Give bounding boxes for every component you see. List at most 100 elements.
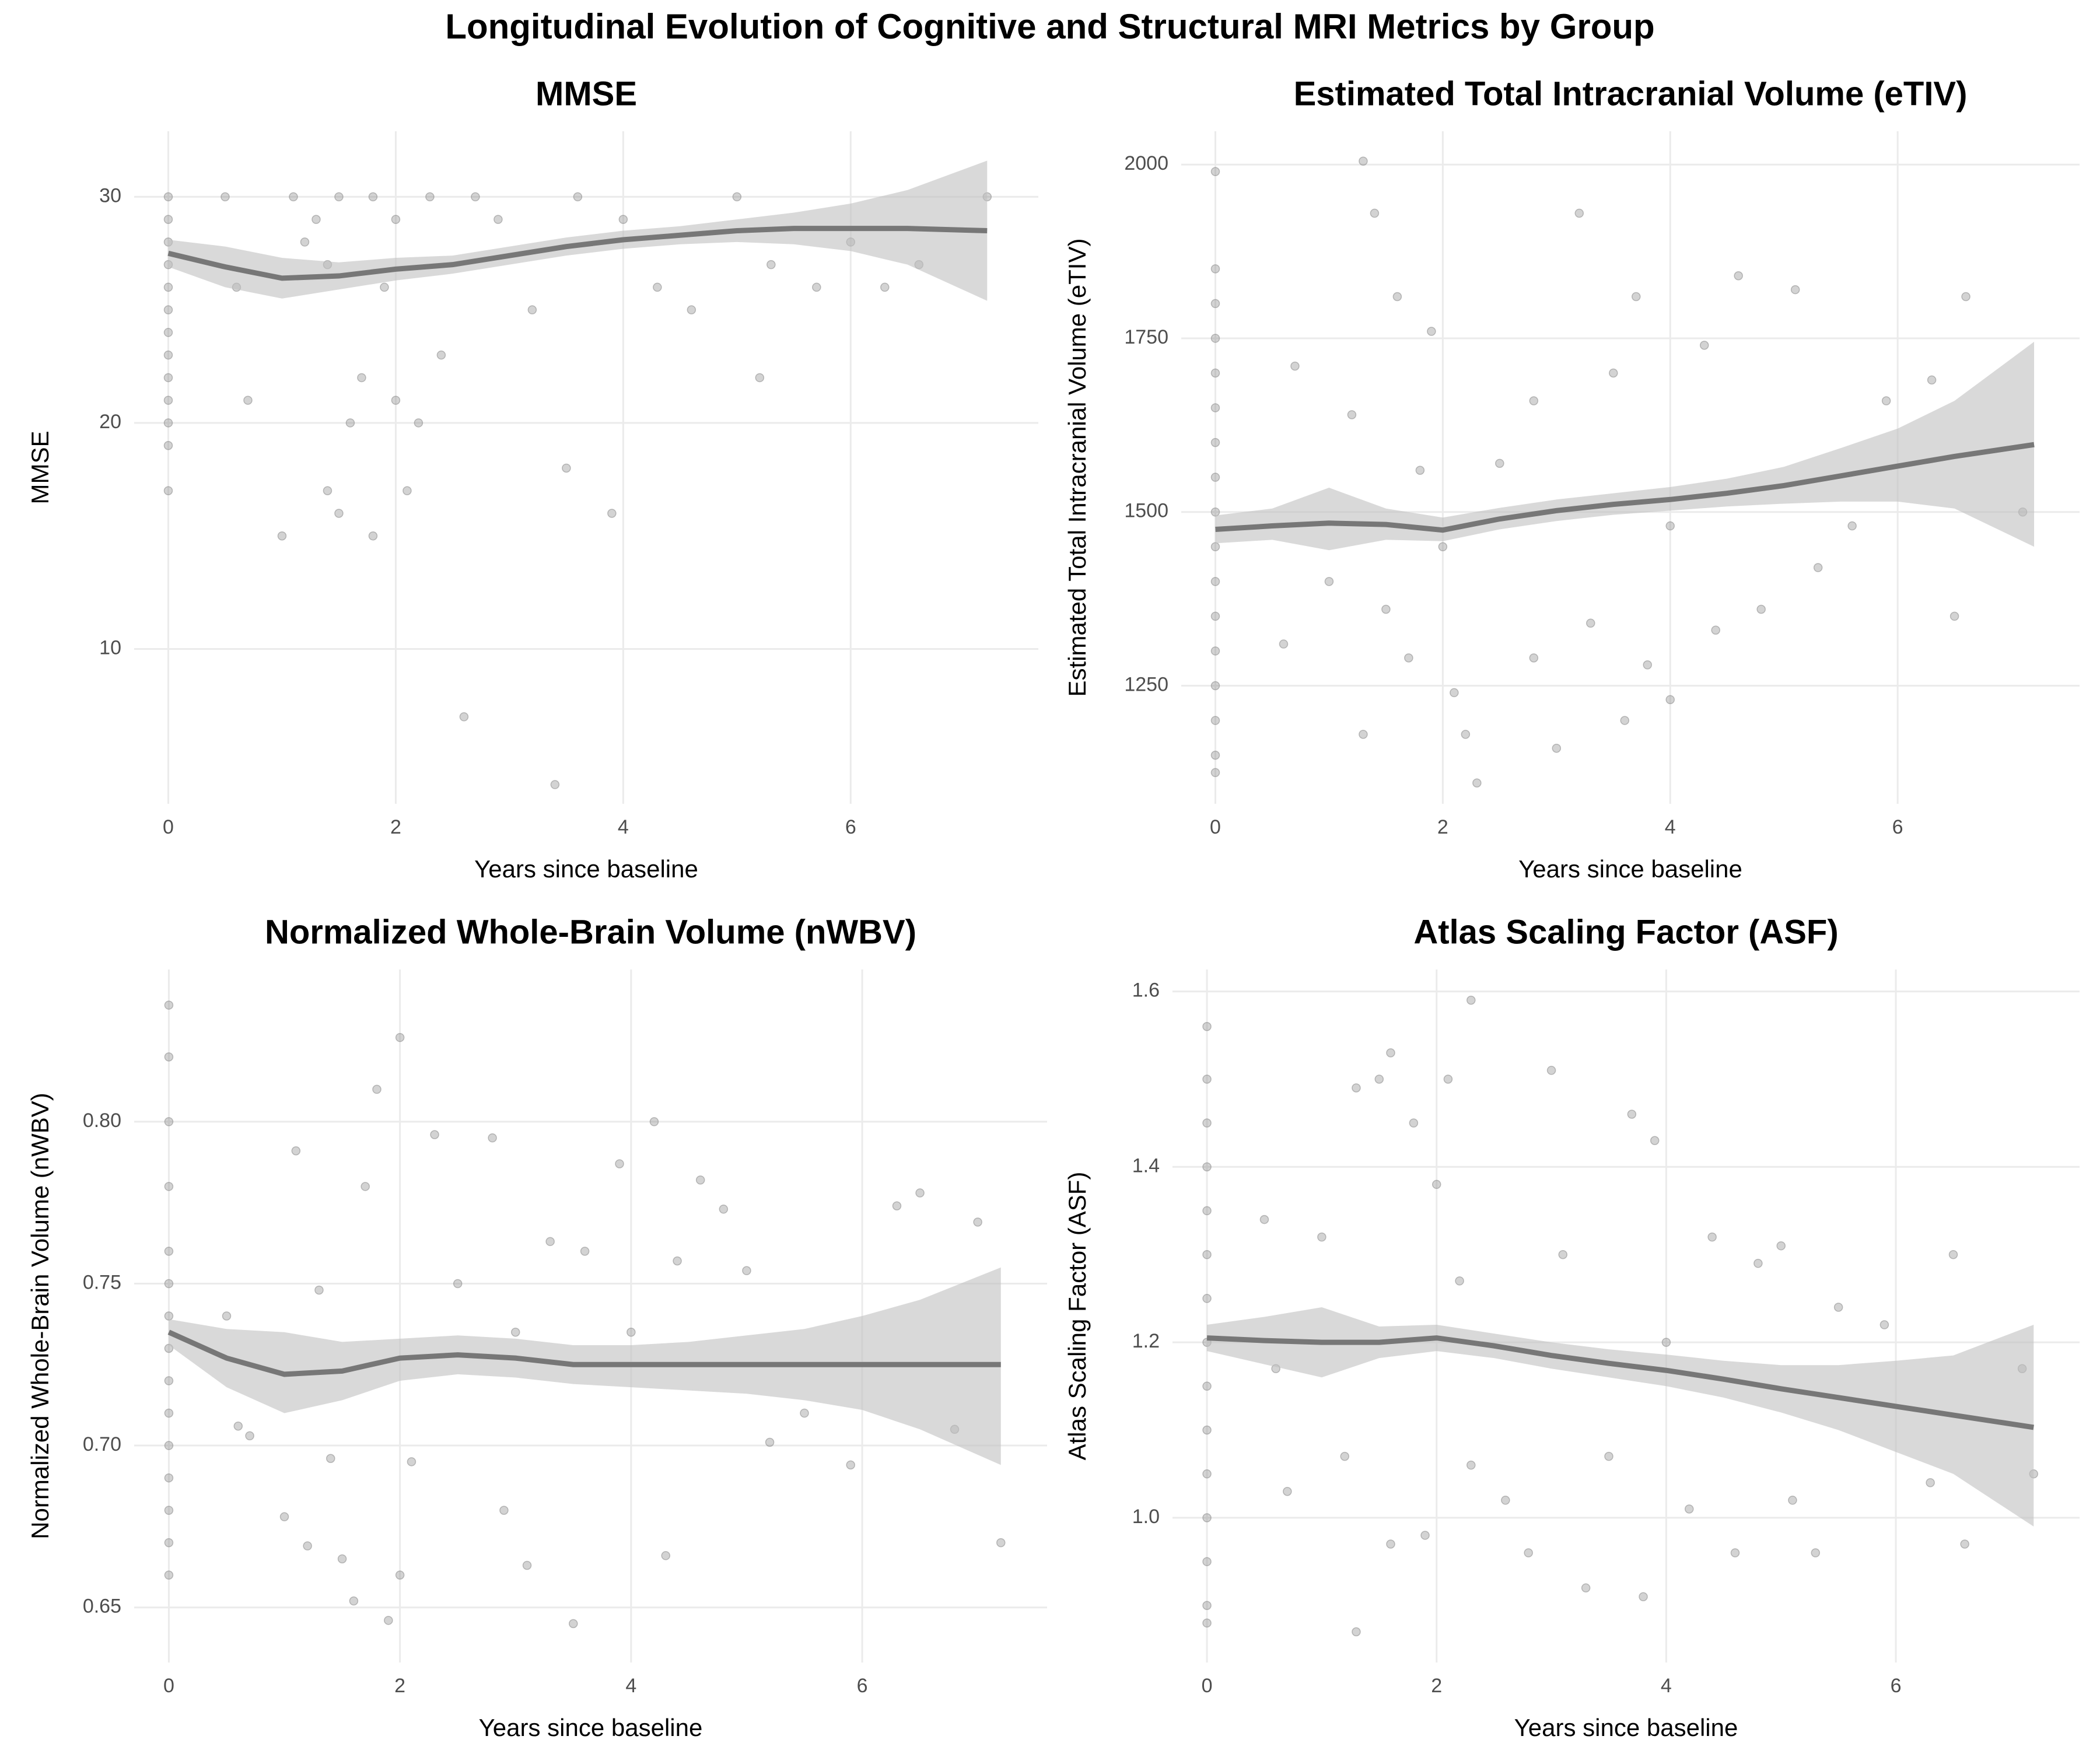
data-point — [425, 192, 435, 202]
panel-title: MMSE — [536, 75, 637, 113]
data-point — [1609, 368, 1618, 378]
data-point — [1283, 1487, 1292, 1496]
data-point — [527, 305, 537, 314]
data-point — [1210, 716, 1220, 725]
data-point — [1409, 1118, 1419, 1128]
data-point — [1427, 327, 1436, 336]
data-point — [164, 1506, 174, 1515]
data-point — [522, 1560, 532, 1570]
y-tick-label: 20 — [99, 411, 121, 433]
data-point — [545, 1237, 555, 1247]
smooth-line — [1206, 1335, 2034, 1430]
data-point — [1639, 1592, 1648, 1601]
data-point — [687, 305, 696, 314]
data-point — [1948, 1250, 1958, 1259]
data-point — [1529, 396, 1539, 405]
data-point — [1455, 1276, 1464, 1286]
data-point — [164, 1408, 174, 1418]
y-tick-label: 0.80 — [83, 1110, 121, 1132]
smooth-line — [167, 1329, 1001, 1377]
data-point — [1202, 1074, 1212, 1084]
data-point — [1352, 1627, 1361, 1637]
data-point — [164, 1279, 174, 1289]
x-tick-label: 0 — [163, 816, 174, 838]
data-point — [163, 486, 173, 495]
y-tick-label: 1250 — [1124, 673, 1168, 695]
data-point — [163, 396, 173, 405]
data-point — [334, 509, 344, 518]
data-point — [163, 282, 173, 292]
data-point — [1202, 1021, 1212, 1031]
y-axis-label: MMSE — [26, 431, 54, 505]
data-point — [1202, 1425, 1212, 1435]
data-point — [1202, 1250, 1212, 1259]
x-tick-label: 4 — [618, 816, 629, 838]
data-point — [1581, 1583, 1591, 1592]
data-point — [1586, 618, 1595, 628]
data-point — [1927, 375, 1937, 385]
data-point — [163, 350, 173, 360]
data-point — [164, 1247, 174, 1256]
y-axis-label: Normalized Whole-Brain Volume (nWBV) — [26, 1093, 54, 1539]
data-point — [626, 1328, 636, 1337]
data-point — [1210, 681, 1220, 691]
x-tick-label: 0 — [163, 1675, 174, 1697]
data-point — [1210, 299, 1220, 309]
data-point — [1370, 208, 1380, 218]
data-point — [1776, 1241, 1786, 1251]
data-point — [1620, 716, 1630, 725]
data-point — [1374, 1074, 1384, 1084]
y-tick-label: 0.65 — [83, 1595, 121, 1618]
data-point — [1788, 1496, 1797, 1505]
data-point — [323, 486, 332, 495]
data-point — [303, 1541, 312, 1550]
data-point — [1210, 750, 1220, 760]
data-point — [1466, 995, 1476, 1005]
data-point — [1210, 264, 1220, 274]
data-point — [334, 192, 344, 202]
data-point — [163, 305, 173, 314]
data-point — [1202, 1162, 1212, 1172]
data-point — [719, 1205, 729, 1214]
data-point — [653, 282, 662, 292]
y-axis-label: Atlas Scaling Factor (ASF) — [1063, 1172, 1091, 1461]
data-point — [357, 373, 366, 383]
x-tick-label: 6 — [1891, 1675, 1902, 1697]
data-point — [360, 1182, 370, 1191]
data-point — [1259, 1214, 1269, 1224]
data-point — [742, 1266, 751, 1276]
y-tick-label: 0.75 — [83, 1271, 121, 1293]
data-point — [1501, 1496, 1510, 1505]
data-point — [314, 1285, 324, 1295]
data-point — [164, 1570, 174, 1580]
data-point — [407, 1457, 416, 1466]
data-point — [1495, 459, 1504, 468]
data-point — [164, 1473, 174, 1483]
data-point — [163, 215, 173, 224]
smooth-line — [1215, 442, 2035, 533]
data-point — [1960, 1539, 1969, 1549]
data-point — [1210, 334, 1220, 343]
data-point — [1202, 1294, 1212, 1303]
data-point — [1438, 542, 1448, 552]
x-tick-label: 6 — [1892, 816, 1903, 838]
data-point — [1381, 604, 1391, 614]
data-point — [695, 1175, 705, 1185]
panel-title: Normalized Whole-Brain Volume (nWBV) — [265, 913, 916, 951]
data-point — [349, 1596, 359, 1606]
data-point — [1210, 403, 1220, 412]
data-point — [384, 1616, 393, 1625]
data-point — [510, 1328, 520, 1337]
data-point — [345, 418, 355, 428]
data-point — [1317, 1232, 1326, 1242]
data-point — [163, 440, 173, 450]
x-tick-label: 2 — [1431, 1675, 1442, 1697]
data-point — [1415, 466, 1425, 475]
data-point — [380, 282, 389, 292]
data-point — [368, 531, 378, 541]
data-point — [1604, 1451, 1614, 1461]
data-point — [300, 237, 310, 247]
x-axis-label: Years since baseline — [474, 855, 698, 883]
data-point — [391, 396, 401, 405]
data-point — [163, 328, 173, 337]
